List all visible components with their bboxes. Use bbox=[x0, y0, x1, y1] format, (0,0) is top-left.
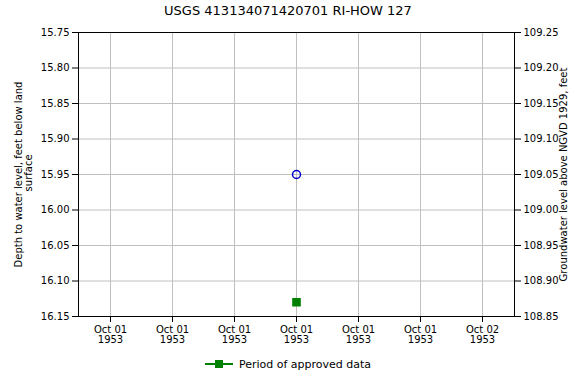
svg-text:108.95: 108.95 bbox=[524, 240, 559, 251]
svg-text:109.25: 109.25 bbox=[524, 27, 559, 38]
svg-text:16.00: 16.00 bbox=[41, 204, 70, 215]
svg-text:15.80: 15.80 bbox=[41, 62, 70, 73]
svg-text:16.15: 16.15 bbox=[41, 311, 70, 322]
svg-text:Oct 011953: Oct 011953 bbox=[342, 324, 375, 345]
svg-text:15.95: 15.95 bbox=[41, 169, 70, 180]
html-text:Period of approved data: Period of approved data bbox=[238, 357, 372, 371]
svg-text:109.15: 109.15 bbox=[524, 98, 559, 109]
svg-text:109.10: 109.10 bbox=[524, 133, 559, 144]
svg-text:Groundwater level above NGVD 1: Groundwater level above NGVD 1929, feet bbox=[558, 68, 569, 282]
svg-text:Oct 011953: Oct 011953 bbox=[156, 324, 189, 345]
svg-text:108.90: 108.90 bbox=[524, 275, 559, 286]
svg-text:Oct 011953: Oct 011953 bbox=[280, 324, 313, 345]
svg-text:109.05: 109.05 bbox=[524, 169, 559, 180]
svg-text:109.00: 109.00 bbox=[524, 204, 559, 215]
html-text:USGS 413134071420701 RI-HOW 12: USGS 413134071420701 RI-HOW 127 bbox=[164, 3, 412, 18]
svg-text:Oct 011953: Oct 011953 bbox=[218, 324, 251, 345]
svg-text:Oct 021953: Oct 021953 bbox=[466, 324, 499, 345]
svg-text:15.75: 15.75 bbox=[41, 27, 70, 38]
svg-text:Oct 011953: Oct 011953 bbox=[404, 324, 437, 345]
svg-text:Depth to water level, feet bel: Depth to water level, feet below land su… bbox=[13, 82, 34, 268]
svg-text:108.85: 108.85 bbox=[524, 311, 559, 322]
svg-text:16.10: 16.10 bbox=[41, 275, 70, 286]
svg-text:Oct 011953: Oct 011953 bbox=[94, 324, 127, 345]
svg-text:15.90: 15.90 bbox=[41, 133, 70, 144]
svg-text:16.05: 16.05 bbox=[41, 240, 70, 251]
svg-text:109.20: 109.20 bbox=[524, 62, 559, 73]
svg-text:15.85: 15.85 bbox=[41, 98, 70, 109]
